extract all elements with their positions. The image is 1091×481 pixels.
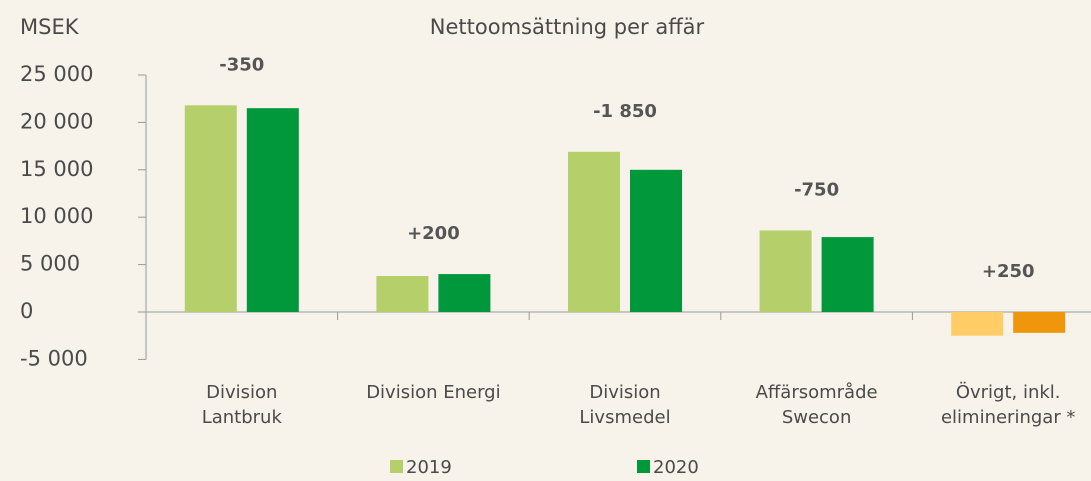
- y-tick-label: 25 000: [20, 62, 93, 86]
- bar: [821, 237, 874, 312]
- bar: [438, 274, 491, 312]
- y-tick-label: 10 000: [20, 204, 93, 228]
- x-tick-label-line: Affärsområde: [756, 382, 878, 403]
- annotation: +250: [982, 261, 1035, 282]
- x-tick-label-line: Swecon: [782, 407, 852, 428]
- annotation: -350: [219, 54, 264, 75]
- legend-label: 2020: [653, 457, 699, 478]
- x-tick-label-line: Lantbruk: [202, 407, 283, 428]
- y-tick-label: 0: [20, 299, 33, 323]
- x-tick-label: Division Energi: [366, 382, 500, 403]
- chart-title: Nettoomsättning per affär: [430, 15, 705, 39]
- x-tick-label-line: Division Energi: [366, 382, 500, 403]
- x-tick-label-line: Division: [206, 382, 277, 403]
- bar: [630, 169, 682, 312]
- bar: [184, 105, 237, 312]
- y-tick-label: -5 000: [20, 346, 88, 370]
- x-tick-label: Övrigt, inkl. elimineringar *: [941, 381, 1075, 428]
- bar: [759, 230, 812, 312]
- x-tick-label: Division Livsmedel: [579, 382, 670, 428]
- x-tick-label: Division Lantbruk: [202, 382, 283, 428]
- annotation: -750: [794, 179, 839, 200]
- y-tick-label: 5 000: [20, 252, 80, 276]
- x-tick-label-line: Livsmedel: [579, 407, 670, 428]
- bar: [246, 108, 299, 313]
- bar: [376, 275, 429, 312]
- x-tick-label: Affärsområde Swecon: [756, 382, 878, 428]
- legend-swatch: [390, 460, 403, 473]
- legend-swatch: [637, 460, 650, 473]
- bar: [1013, 312, 1066, 333]
- bar: [568, 151, 620, 312]
- y-tick-label: 20 000: [20, 109, 93, 133]
- x-tick-label-line: elimineringar *: [941, 407, 1075, 428]
- y-tick-label: 15 000: [20, 157, 93, 181]
- annotation: +200: [407, 223, 460, 244]
- y-axis-label: MSEK: [20, 15, 80, 39]
- x-tick-label-line: Övrigt, inkl.: [956, 381, 1061, 403]
- x-tick-label-line: Division: [589, 382, 660, 403]
- bar: [951, 312, 1004, 336]
- legend-label: 2019: [406, 457, 452, 478]
- annotation: -1 850: [593, 101, 657, 122]
